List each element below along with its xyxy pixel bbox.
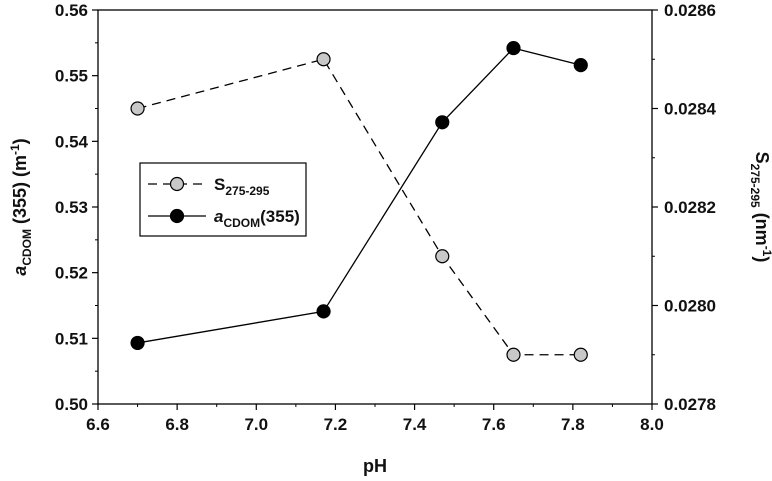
x-tick-label: 8.0 bbox=[640, 415, 664, 434]
data-point-acdom355 bbox=[130, 335, 145, 351]
x-tick-label: 6.8 bbox=[165, 415, 189, 434]
series-layer bbox=[130, 40, 588, 362]
y-left-tick-label: 0.51 bbox=[55, 329, 88, 348]
y-right-tick-label: 0.0284 bbox=[664, 100, 717, 119]
y-right-tick-label: 0.0278 bbox=[664, 395, 716, 414]
x-tick-label: 6.6 bbox=[86, 415, 110, 434]
data-point-acdom355 bbox=[506, 40, 521, 56]
x-tick-label: 7.0 bbox=[244, 415, 268, 434]
x-tick-label: 7.8 bbox=[561, 415, 585, 434]
legend-label: S275-295 bbox=[214, 175, 270, 198]
y-left-tick-label: 0.50 bbox=[55, 395, 88, 414]
x-tick-label: 7.2 bbox=[324, 415, 348, 434]
data-point-s275-295 bbox=[435, 249, 450, 264]
data-point-s275-295 bbox=[130, 101, 145, 116]
data-point-acdom355 bbox=[435, 115, 450, 130]
x-tick-label: 7.4 bbox=[403, 415, 427, 434]
data-point-s275-295 bbox=[506, 347, 521, 362]
legend: S275-295 aCDOM(355) bbox=[139, 162, 307, 237]
y-left-tick-label: 0.56 bbox=[55, 1, 88, 20]
y-left-tick-label: 0.53 bbox=[55, 198, 88, 217]
legend-marker bbox=[169, 176, 185, 192]
data-point-acdom355 bbox=[316, 304, 331, 319]
y-left-tick-label: 0.54 bbox=[55, 132, 89, 151]
axes-layer: 6.6 6.8 7.0 7.2 7.4 7.6 7.8 8.0 0.50 0.51 0.52 0.53… bbox=[8, 1, 772, 476]
legend-marker bbox=[169, 208, 185, 224]
x-axis-title: pH bbox=[363, 456, 387, 476]
data-point-s275-295 bbox=[573, 347, 588, 362]
y-left-tick-label: 0.55 bbox=[55, 67, 88, 86]
y-right-tick-label: 0.0280 bbox=[664, 297, 716, 316]
y-right-tick-label: 0.0282 bbox=[664, 198, 716, 217]
legend-box bbox=[139, 162, 307, 237]
y-right-axis-title: S275-295 (nm-1) bbox=[748, 152, 772, 263]
x-tick-label: 7.6 bbox=[482, 415, 506, 434]
y-left-tick-label: 0.52 bbox=[55, 264, 88, 283]
data-point-acdom355 bbox=[573, 58, 588, 73]
legend-label: aCDOM(355) bbox=[214, 207, 300, 230]
y-right-tick-label: 0.0286 bbox=[664, 1, 716, 20]
data-point-s275-295 bbox=[316, 52, 331, 67]
y-left-axis-title: aCDOM (355) (m-1) bbox=[8, 138, 34, 275]
